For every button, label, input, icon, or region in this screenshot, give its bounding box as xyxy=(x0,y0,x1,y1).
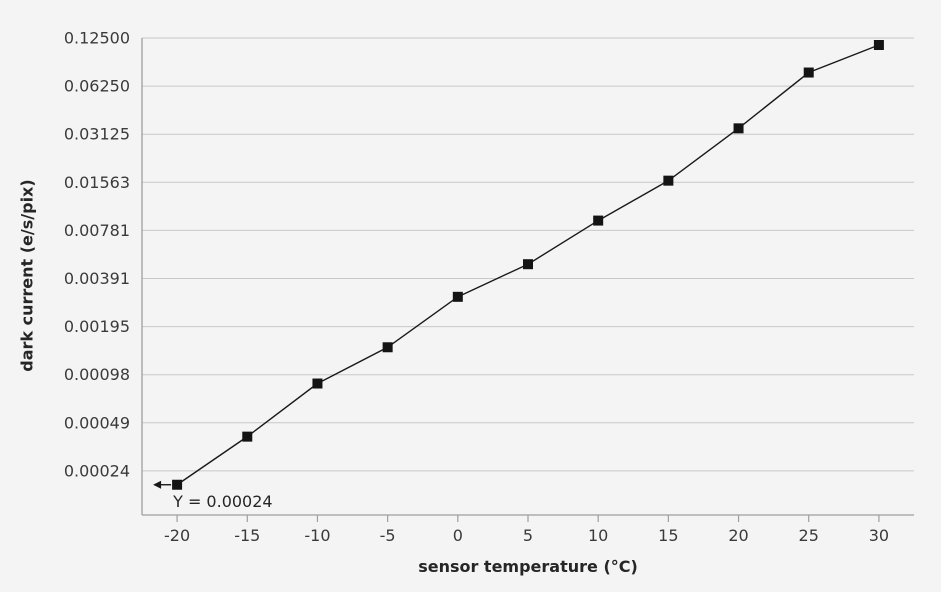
y-tick-label: 0.00391 xyxy=(64,269,130,288)
data-point-marker xyxy=(312,378,323,389)
x-tick-label: -15 xyxy=(234,526,260,545)
data-point-marker xyxy=(382,342,393,353)
x-tick-label: -5 xyxy=(380,526,396,545)
x-tick-label: 15 xyxy=(658,526,678,545)
data-point-marker xyxy=(663,175,674,186)
y-tick-label: 0.06250 xyxy=(64,77,130,96)
x-tick-label: 5 xyxy=(523,526,533,545)
data-point-marker xyxy=(733,123,744,134)
data-point-marker xyxy=(172,479,183,490)
y-tick-label: 0.00049 xyxy=(64,413,130,432)
x-tick-label: 30 xyxy=(869,526,889,545)
y-tick-label: 0.00024 xyxy=(64,461,130,480)
y-tick-label: 0.00098 xyxy=(64,365,130,384)
y-tick-label: 0.00195 xyxy=(64,317,130,336)
x-axis-title: sensor temperature (°C) xyxy=(418,557,638,576)
x-tick-label: -10 xyxy=(304,526,330,545)
data-point-marker xyxy=(873,40,884,51)
data-point-marker xyxy=(803,67,814,78)
x-tick-label: -20 xyxy=(164,526,190,545)
data-point-marker xyxy=(242,431,253,442)
x-tick-label: 25 xyxy=(799,526,819,545)
annotation-text: Y = 0.00024 xyxy=(173,491,273,511)
y-tick-label: 0.03125 xyxy=(64,125,130,144)
x-tick-label: 0 xyxy=(453,526,463,545)
data-point-marker xyxy=(593,215,604,226)
y-tick-label: 0.01563 xyxy=(64,173,130,192)
data-point-marker xyxy=(523,259,533,270)
y-axis-title: dark current (e/s/pix) xyxy=(17,179,37,372)
annotation-arrowhead-icon xyxy=(153,480,162,489)
x-tick-label: 20 xyxy=(728,526,748,545)
y-tick-label: 0.00781 xyxy=(64,221,130,240)
y-tick-label: 0.12500 xyxy=(64,29,130,48)
data-point-marker xyxy=(452,291,463,302)
x-tick-label: 10 xyxy=(588,526,608,545)
